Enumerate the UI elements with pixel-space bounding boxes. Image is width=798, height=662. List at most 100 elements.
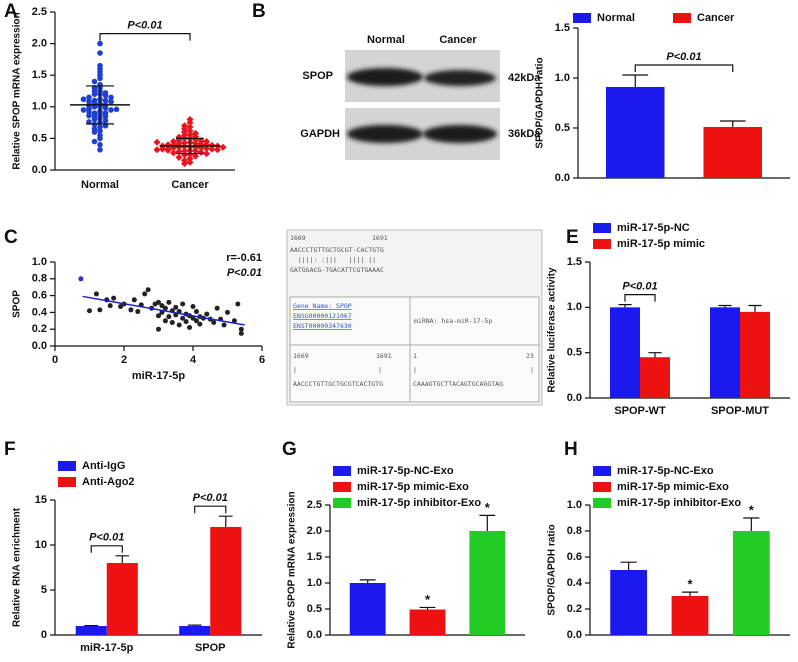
data-point	[190, 315, 196, 321]
data-point	[86, 112, 92, 119]
y-tick-label: 1.0	[567, 301, 582, 313]
data-point	[181, 139, 188, 147]
legend-label: Normal	[597, 12, 635, 24]
sequence-line: GATGGACG-TGACATTCGTGAAAC	[290, 266, 384, 274]
y-tick-label: 0.4	[32, 306, 48, 318]
bar	[469, 531, 506, 635]
data-point	[162, 305, 168, 311]
data-point	[97, 141, 103, 148]
data-point	[153, 146, 161, 154]
y-tick-label: 0.0	[567, 629, 582, 641]
position: 1691	[372, 234, 388, 242]
error-bar	[115, 555, 130, 563]
legend-label: miR-17-5p inhibitor-Exo	[357, 497, 481, 509]
data-point	[91, 138, 98, 145]
protein-label: SPOP	[302, 70, 333, 82]
panel-label: B	[252, 1, 266, 22]
data-point	[197, 321, 203, 327]
y-tick-label: 2.5	[307, 499, 322, 511]
legend-label: miR-17-5p mimic	[617, 238, 705, 250]
significance-mark: *	[485, 500, 491, 515]
data-point	[214, 305, 220, 311]
y-tick-label: 0.6	[32, 290, 47, 302]
annotation: r=-0.61	[226, 252, 262, 264]
data-point	[145, 287, 151, 293]
data-point	[192, 139, 199, 147]
data-point	[135, 309, 141, 315]
error-bar	[618, 304, 632, 308]
data-point	[197, 148, 205, 156]
y-tick-label: 2.0	[32, 38, 47, 50]
size-label: 36kDa	[508, 128, 541, 140]
data-point	[203, 150, 210, 158]
table-cell	[289, 296, 411, 346]
error-bar	[648, 352, 662, 358]
y-tick-label: 5	[41, 584, 47, 596]
bar	[610, 570, 648, 635]
data-point	[186, 119, 194, 127]
data-point	[111, 295, 117, 301]
data-point	[97, 50, 103, 56]
data-point	[91, 121, 98, 128]
data-point	[181, 160, 188, 168]
position: 1691	[376, 352, 392, 360]
x-tick-label: SPOP-WT	[614, 405, 666, 417]
error-bar	[743, 517, 760, 531]
table-cell	[289, 344, 411, 403]
data-point	[187, 325, 193, 331]
legend-swatch	[593, 223, 611, 233]
data-point	[186, 155, 194, 163]
data-point	[97, 40, 103, 47]
data-point	[203, 145, 210, 153]
legend-swatch	[333, 466, 351, 476]
legend-swatch	[58, 477, 76, 487]
data-point	[159, 303, 165, 309]
mirna-name: miRNA: hsa-miR-17-5p	[414, 317, 492, 325]
legend-swatch	[593, 239, 611, 249]
y-tick-label: 2.5	[32, 6, 47, 18]
panel-label: F	[4, 439, 16, 460]
data-point	[108, 94, 114, 101]
legend-swatch	[593, 466, 611, 476]
tick: |	[530, 366, 534, 374]
error-bar	[218, 515, 233, 527]
y-tick-label: 0.2	[32, 323, 47, 335]
panel-label: G	[282, 439, 297, 460]
data-point	[97, 128, 103, 134]
bar	[179, 626, 211, 635]
data-point	[208, 145, 216, 153]
data-point	[180, 301, 186, 307]
data-point	[91, 116, 98, 123]
data-point	[238, 326, 244, 332]
data-point	[97, 75, 103, 82]
data-point	[97, 135, 103, 142]
significance-bracket	[634, 64, 734, 72]
y-axis-label: Relative luciferase activity	[547, 267, 558, 393]
x-tick-label: SPOP-MUT	[711, 405, 769, 417]
blot-band	[347, 125, 423, 143]
y-tick-label: 1.0	[567, 499, 582, 511]
data-point	[181, 147, 188, 155]
legend-label: miR-17-5p inhibitor-Exo	[617, 497, 741, 509]
data-point	[164, 146, 172, 154]
bar	[640, 357, 670, 398]
error-bar	[748, 304, 762, 312]
data-point	[80, 107, 87, 113]
data-point	[97, 146, 103, 153]
data-point	[176, 322, 182, 328]
lane-label: Normal	[367, 34, 405, 46]
data-point	[156, 313, 161, 319]
transcript-id: ENST00000347630	[293, 322, 352, 330]
y-tick-label: 1.5	[555, 22, 570, 34]
data-point	[214, 146, 221, 154]
data-point	[186, 158, 194, 166]
data-point	[186, 131, 194, 139]
data-point	[91, 91, 98, 97]
panel-label: E	[566, 227, 579, 248]
tick: |	[378, 366, 382, 374]
significance-mark: *	[687, 577, 693, 592]
table-cell	[409, 296, 540, 346]
legend-label: Anti-IgG	[82, 460, 125, 472]
x-tick-label: 6	[259, 354, 265, 366]
x-tick-label: SPOP	[195, 642, 226, 654]
